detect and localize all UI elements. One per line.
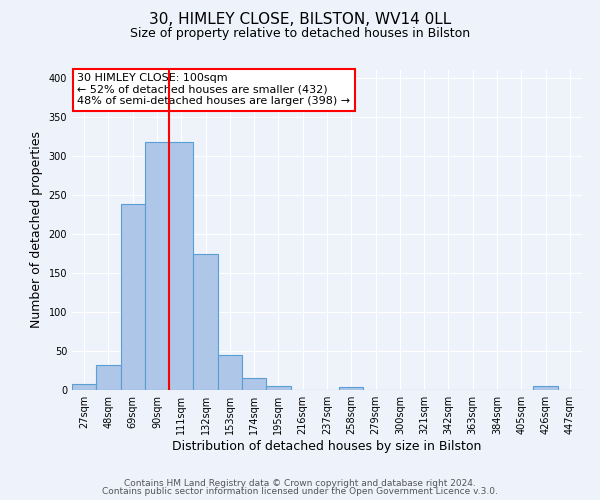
Bar [72,384,96,390]
Bar [169,142,193,390]
Bar [218,355,242,390]
Text: 30 HIMLEY CLOSE: 100sqm
← 52% of detached houses are smaller (432)
48% of semi-d: 30 HIMLEY CLOSE: 100sqm ← 52% of detache… [77,73,350,106]
Text: 30, HIMLEY CLOSE, BILSTON, WV14 0LL: 30, HIMLEY CLOSE, BILSTON, WV14 0LL [149,12,451,28]
Bar [193,254,218,390]
X-axis label: Distribution of detached houses by size in Bilston: Distribution of detached houses by size … [172,440,482,453]
Bar [121,204,145,390]
Text: Contains HM Land Registry data © Crown copyright and database right 2024.: Contains HM Land Registry data © Crown c… [124,478,476,488]
Bar [242,378,266,390]
Bar [266,386,290,390]
Text: Contains public sector information licensed under the Open Government Licence v.: Contains public sector information licen… [102,487,498,496]
Bar [96,365,121,390]
Bar [533,386,558,390]
Bar [145,142,169,390]
Text: Size of property relative to detached houses in Bilston: Size of property relative to detached ho… [130,28,470,40]
Bar [339,387,364,390]
Y-axis label: Number of detached properties: Number of detached properties [30,132,43,328]
